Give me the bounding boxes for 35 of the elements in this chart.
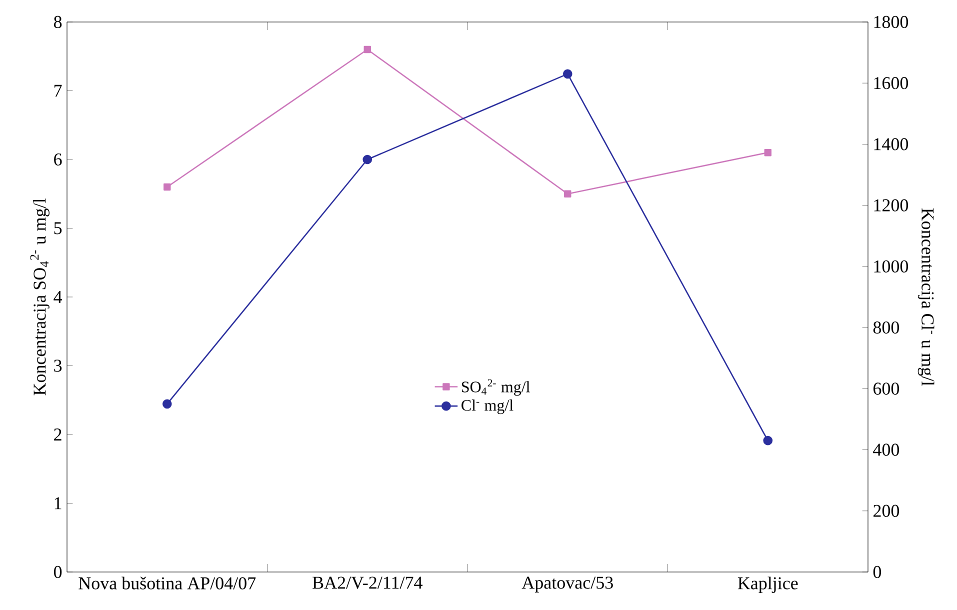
y2-tick-label: 1400 [874,138,908,150]
x-tick-label: BA2/V-2/11/74 [312,576,422,589]
y2-tick-label: 1000 [874,260,908,272]
y2-tick-label: 1200 [874,199,908,212]
y-tick-label: 0 [54,566,62,578]
legend-label: SO$_{4}$$^{2-}$ mg/l [462,379,530,396]
legend-label: Cl$^{-}$ mg/l [462,400,514,414]
y2-tick-label: 400 [873,444,900,456]
point [562,69,572,79]
y-tick-label: 3 [54,360,62,372]
y-axis-title: Koncentracija SO$_{4}$$^{2-}$ u mg/l [30,198,50,396]
x-tick-label: Apatovac/53 [522,576,613,592]
y2-tick-label: 800 [873,321,900,334]
point [162,399,172,409]
x-tick-label: Kapljice [738,576,798,594]
y2-tick-label: 1600 [874,77,908,90]
y2-axis-title: Koncentracija Cl$^{-}$ u mg/l [918,208,934,386]
y-tick-label: 8 [54,16,62,28]
y-tick-label: 6 [54,153,62,166]
y-tick-label: 4 [54,291,62,303]
point [763,436,773,446]
point [564,190,572,198]
point [164,183,171,191]
point [364,46,371,54]
point [362,154,372,164]
y2-tick-label: 600 [873,382,900,395]
y2-tick-label: 1800 [874,16,908,28]
y2-tick-label: 200 [874,504,900,517]
y-tick-label: 2 [54,428,62,440]
y2-tick-label: 0 [873,566,882,578]
point [764,149,772,156]
x-tick-label: Nova bušotina AP/04/07 [78,576,256,590]
y-tick-label: 5 [54,222,62,234]
y-tick-label: 7 [54,84,62,97]
y-tick-label: 1 [54,497,62,510]
